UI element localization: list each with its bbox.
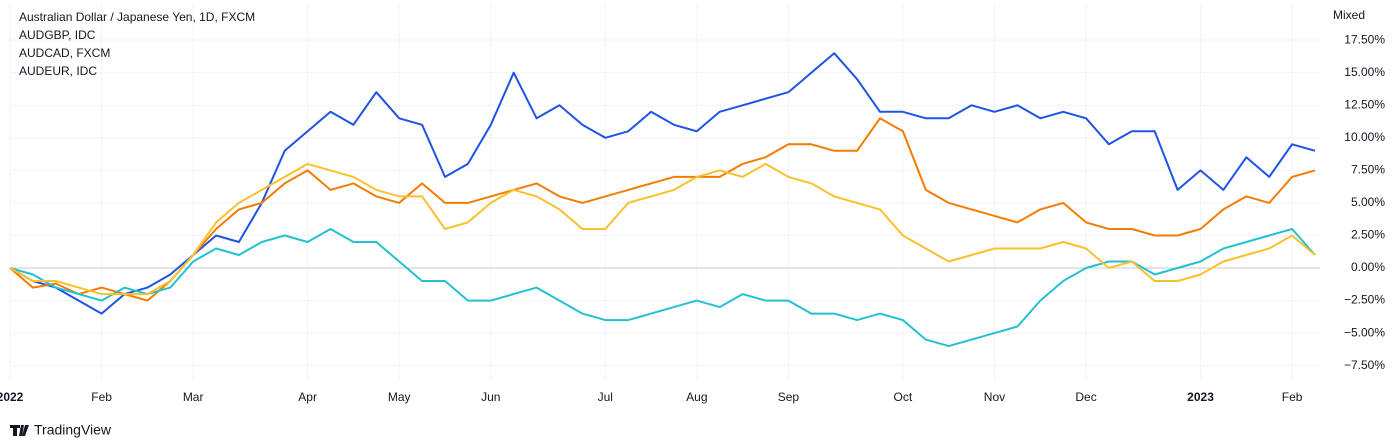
y-tick-label: 12.50%	[1344, 97, 1385, 111]
y-tick-label: −5.00%	[1344, 325, 1385, 339]
x-tick-label: Mar	[183, 390, 204, 404]
x-tick-label: Dec	[1075, 390, 1096, 404]
legend-entry: AUDCAD, FXCM	[19, 46, 110, 60]
series-line	[9, 228, 1316, 348]
legend-entry: AUDGBP, IDC	[19, 28, 96, 42]
x-tick-label: Feb	[1282, 390, 1303, 404]
series-line	[9, 117, 1316, 302]
series-line	[9, 52, 1316, 315]
x-tick-label: 2022	[0, 390, 24, 404]
y-tick-label: 2.50%	[1351, 228, 1385, 242]
y-tick-label: 5.00%	[1351, 195, 1385, 209]
y-tick-label: −2.50%	[1344, 293, 1385, 307]
y-tick-label: 7.50%	[1351, 163, 1385, 177]
y-tick-label: 10.00%	[1344, 130, 1385, 144]
x-tick-label: Sep	[778, 390, 800, 404]
x-tick-label: Aug	[686, 390, 707, 404]
x-tick-label: 2023	[1187, 390, 1214, 404]
x-tick-label: Apr	[298, 390, 317, 404]
scale-label: Mixed	[1333, 8, 1365, 22]
series-line	[9, 162, 1316, 296]
brand-logo	[10, 425, 29, 436]
y-tick-label: 0.00%	[1351, 260, 1385, 274]
legend-entry: AUDEUR, IDC	[19, 64, 97, 78]
x-tick-label: May	[388, 390, 411, 404]
x-tick-label: Jul	[598, 390, 613, 404]
footer-brand: TradingView	[34, 422, 112, 438]
x-tick-label: Oct	[894, 390, 913, 404]
x-tick-label: Nov	[984, 390, 1005, 404]
x-tick-label: Jun	[481, 390, 500, 404]
y-tick-label: −7.50%	[1344, 358, 1385, 372]
x-tick-label: Feb	[91, 390, 112, 404]
legend-entry: Australian Dollar / Japanese Yen, 1D, FX…	[19, 10, 255, 24]
y-tick-label: 15.00%	[1344, 65, 1385, 79]
y-tick-label: 17.50%	[1344, 32, 1385, 46]
